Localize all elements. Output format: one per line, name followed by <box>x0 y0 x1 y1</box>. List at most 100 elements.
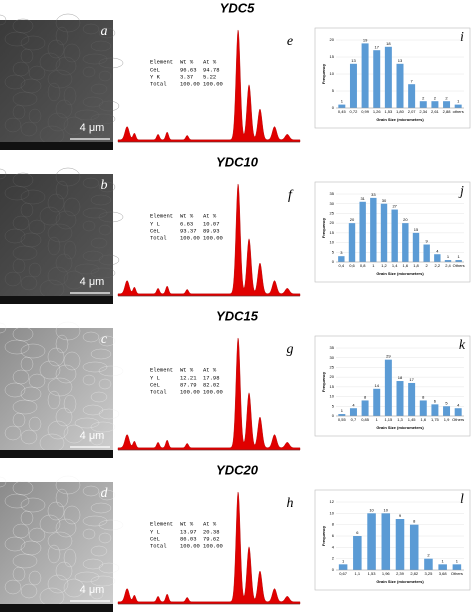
grain <box>55 180 69 200</box>
bar-value-label: 8 <box>422 395 425 400</box>
grain <box>4 382 26 398</box>
x-tick-label: 0,45 <box>338 109 347 114</box>
grain <box>55 167 81 187</box>
panel-letter: k <box>459 338 466 353</box>
bar <box>395 519 405 570</box>
grain <box>55 488 69 508</box>
x-tick-label: 0,55 <box>338 417 347 422</box>
grain <box>63 578 85 598</box>
bar <box>338 104 346 108</box>
table-cell: 10.07 <box>203 220 220 227</box>
grain <box>4 339 30 355</box>
grain <box>55 26 69 46</box>
x-tick-label: 2,07 <box>408 109 417 114</box>
grain <box>4 271 22 287</box>
x-tick-label: 1,4 <box>392 263 398 268</box>
scale-label: 4 μm <box>80 276 105 288</box>
histogram-frame <box>314 27 471 129</box>
sem-info-bar <box>0 604 113 612</box>
table-cell: Y L <box>150 220 160 227</box>
table-header: Element <box>150 366 173 373</box>
grain <box>90 588 104 600</box>
table-cell: 3.37 <box>180 73 193 80</box>
bar <box>367 513 376 570</box>
grain <box>90 113 116 125</box>
y-tick-label: 20 <box>330 220 335 225</box>
bar <box>402 223 409 262</box>
grain <box>0 322 7 334</box>
table-cell: CeL <box>150 66 160 73</box>
bar <box>408 84 416 108</box>
x-tick-label: Others <box>452 417 464 422</box>
grain <box>82 528 96 540</box>
grain <box>4 493 30 509</box>
bar <box>454 408 462 416</box>
grain <box>90 348 112 360</box>
scale-label: 4 μm <box>80 122 105 134</box>
grain <box>47 544 61 564</box>
y-tick-label: 15 <box>330 54 335 59</box>
bar-value-label: 18 <box>398 375 403 380</box>
bar-value-label: 18 <box>386 41 391 46</box>
x-tick-label: 2,61 <box>431 109 440 114</box>
grain <box>98 70 112 82</box>
grain <box>55 56 77 76</box>
grain <box>55 475 81 495</box>
table-header: Element <box>150 520 173 527</box>
table-header: Wt % <box>180 366 194 373</box>
grain <box>0 14 7 26</box>
y-tick-label: 20 <box>330 374 335 379</box>
grain <box>28 65 46 81</box>
grain <box>47 223 73 243</box>
grain <box>98 27 116 39</box>
table-cell: Total <box>150 388 167 395</box>
panel-letter: h <box>287 496 294 511</box>
grain <box>4 228 26 244</box>
grain <box>63 351 81 371</box>
bar <box>419 400 427 416</box>
y-tick-label: 35 <box>330 345 335 350</box>
x-axis-label: Grain Size (micrometers) <box>376 579 424 584</box>
bar <box>349 63 357 108</box>
spectrum <box>117 183 301 297</box>
table-header: At % <box>203 520 217 527</box>
panel-letter: a <box>101 24 108 39</box>
grain <box>82 66 96 78</box>
spectrum <box>117 29 301 143</box>
x-tick-label: 1,6 <box>403 263 409 268</box>
panel-letter: f <box>288 188 294 203</box>
grain <box>82 558 104 570</box>
y-tick-label: 0 <box>332 413 335 418</box>
y-tick-label: 10 <box>330 71 335 76</box>
row-title: YDC10 <box>216 154 259 169</box>
bar-value-label: 1 <box>457 99 460 104</box>
x-tick-label: 1,3 <box>397 417 403 422</box>
table-header: At % <box>203 366 217 373</box>
x-tick-label: others <box>453 109 464 114</box>
bar-value-label: 15 <box>414 227 419 232</box>
grain <box>63 394 77 414</box>
x-tick-label: 3,68 <box>439 571 448 576</box>
x-tick-label: 1 <box>372 263 375 268</box>
grain <box>98 489 116 501</box>
grain <box>82 331 100 343</box>
grain <box>82 250 104 262</box>
bar <box>380 203 388 262</box>
bar-value-label: 29 <box>386 354 391 359</box>
bar-value-label: 14 <box>375 383 380 388</box>
table-header: Element <box>150 212 173 219</box>
x-tick-label: 0,72 <box>350 109 359 114</box>
x-tick-label: 1,15 <box>384 417 393 422</box>
grain <box>28 262 42 278</box>
bar-value-label: 1 <box>458 254 461 259</box>
grain <box>12 523 30 539</box>
bar-value-label: 7 <box>411 78 414 83</box>
grain <box>0 168 7 180</box>
grain <box>47 82 61 102</box>
grain <box>55 364 77 384</box>
y-tick-label: 20 <box>330 37 335 42</box>
grain <box>90 575 116 587</box>
x-axis-label: Grain Size (micrometers) <box>376 271 424 276</box>
y-tick-label: 10 <box>330 240 335 245</box>
y-tick-label: 30 <box>330 201 335 206</box>
